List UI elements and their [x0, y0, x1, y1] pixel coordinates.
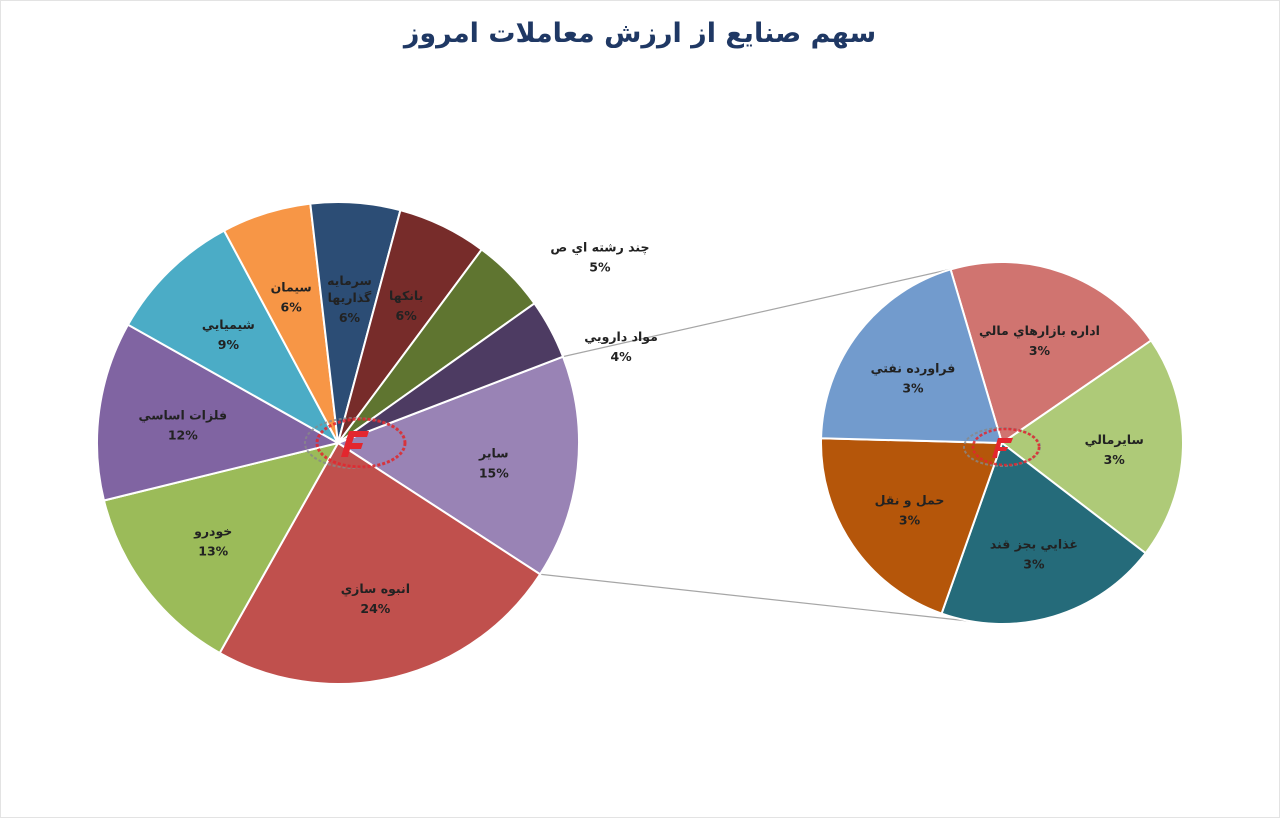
main-pie-slice	[218, 441, 542, 685]
secondary-pie-slice	[820, 437, 1004, 615]
main-pie-slice	[335, 355, 580, 576]
watermark-logo-small	[963, 427, 1041, 467]
main-pie-slice	[102, 441, 341, 655]
main-pie-label: انبوه سازي 24%	[341, 581, 410, 616]
main-pie	[96, 201, 580, 685]
main-pie-slice	[126, 229, 341, 446]
secondary-pie	[820, 261, 1185, 625]
watermark-logo	[304, 417, 407, 469]
connector-line-bottom	[540, 573, 971, 622]
main-pie-slice	[96, 323, 341, 502]
secondary-pie-slice	[1000, 339, 1185, 555]
chart-title: سهم صنایع از ارزش معاملات امروز	[403, 18, 877, 49]
data-labels: ساير 15% انبوه سازي 24% خودرو 13% فلزات اساسي 1…	[139, 239, 1144, 616]
main-pie-label: شيميايي 9%	[202, 317, 255, 352]
main-pie-label: خودرو 13%	[193, 524, 232, 559]
main-pie-label: ساير 15%	[478, 445, 509, 480]
main-pie-label: سيمان 6%	[271, 280, 312, 315]
main-pie-label: مواد دارويي 4%	[584, 329, 658, 364]
secondary-pie-slice	[940, 441, 1148, 625]
main-pie-label: چند رشته اي ص 5%	[550, 239, 649, 274]
main-pie-label: فلزات اساسي 12%	[139, 408, 227, 443]
connector-line-top	[562, 264, 971, 358]
secondary-pie-label: غذايي بجز قند 3%	[990, 537, 1078, 572]
main-pie-label: بانکها 6%	[389, 288, 423, 323]
secondary-pie-label: فراورده نفتي 3%	[871, 361, 956, 396]
main-pie-slice	[337, 301, 565, 444]
connector-lines	[540, 264, 971, 622]
secondary-pie-slice	[820, 268, 1004, 445]
main-pie-label: سرمايه گذاريها 6%	[327, 273, 372, 325]
secondary-pie-slice	[949, 261, 1153, 445]
secondary-pie-label: سايرمالي 3%	[1085, 432, 1144, 467]
secondary-pie-label: حمل و نقل 3%	[875, 493, 945, 528]
secondary-pie-label: اداره بازارهاي مالي 3%	[979, 323, 1100, 358]
